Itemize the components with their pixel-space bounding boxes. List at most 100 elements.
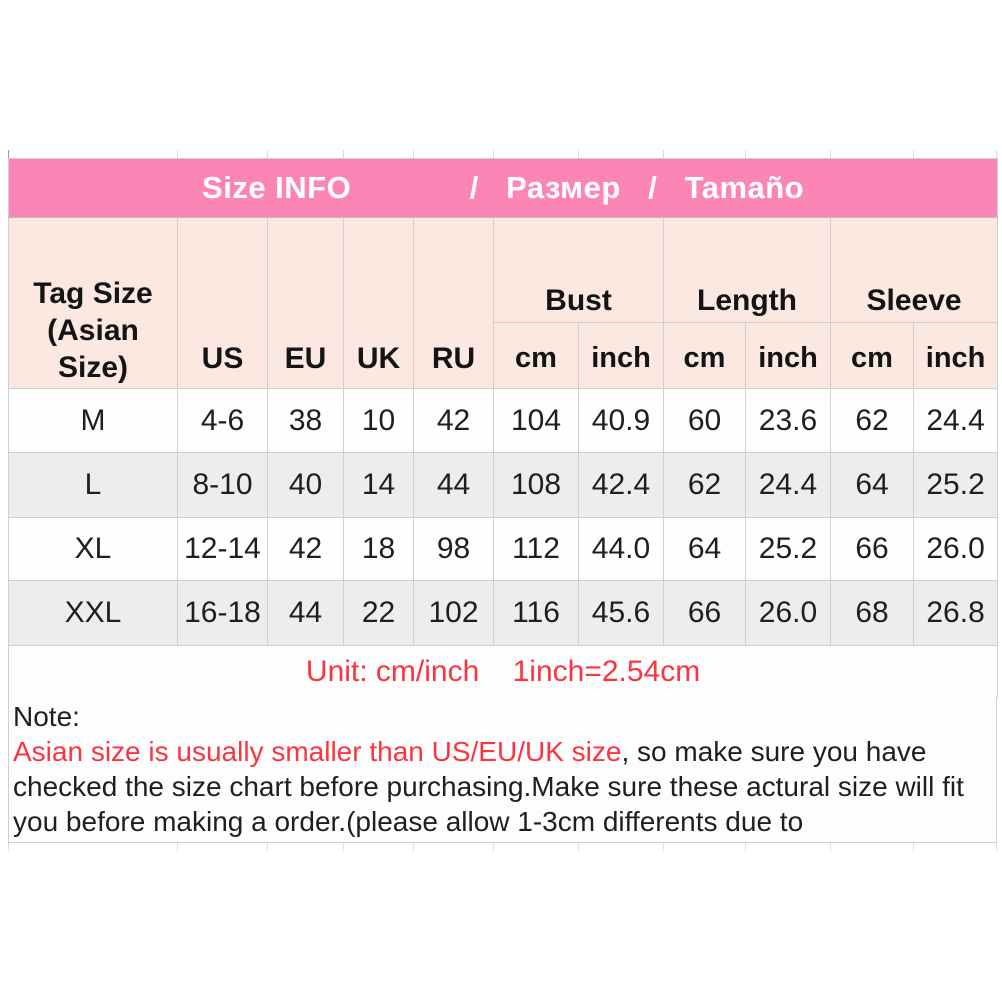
- cell-bust-inch: 42.4: [578, 452, 664, 518]
- cell-sleeve-inch: 24.4: [912, 388, 999, 453]
- header-group-row: Tag Size (Asian Size) US EU UK RU Bust L…: [8, 217, 999, 389]
- cell-sleeve-cm: 62: [830, 388, 914, 453]
- gridline-stub: [830, 843, 831, 851]
- gridline-stub: [413, 843, 414, 851]
- cell-bust-cm: 108: [493, 452, 579, 518]
- cell-us: 4-6: [177, 388, 268, 453]
- col-header-us: US: [177, 217, 268, 389]
- gridline-stub: [177, 843, 178, 851]
- col-header-ru: RU: [413, 217, 494, 389]
- table-row-m: M 4-6 38 10 42 104 40.9 60 23.6 62 24.4: [8, 388, 999, 453]
- cell-ru: 102: [413, 580, 494, 646]
- cell-ru: 44: [413, 452, 494, 518]
- header-units-row: cm inch cm inch cm inch: [9, 322, 999, 389]
- cell-sleeve-inch: 26.8: [912, 580, 999, 646]
- gridline-stub: [267, 843, 268, 851]
- cell-uk: 10: [343, 388, 414, 453]
- cell-sleeve-cm: 68: [830, 580, 914, 646]
- cell-bust-inch: 44.0: [578, 517, 664, 581]
- group-header-bust: Bust: [493, 217, 664, 323]
- cell-bust-cm: 104: [493, 388, 579, 453]
- gridline-stub: [830, 150, 831, 158]
- cell-eu: 44: [267, 580, 344, 646]
- gridline-stub: [177, 150, 178, 158]
- cell-tag-size: L: [8, 452, 178, 518]
- col-header-uk: UK: [343, 217, 414, 389]
- cell-eu: 40: [267, 452, 344, 518]
- cell-sleeve-cm: 64: [830, 452, 914, 518]
- cell-ru: 98: [413, 517, 494, 581]
- cell-sleeve-inch: 25.2: [912, 452, 999, 518]
- cell-tag-size: XL: [8, 517, 178, 581]
- cell-tag-size: M: [8, 388, 178, 453]
- gridline-stub: [8, 150, 9, 158]
- gridline-stub: [663, 843, 664, 851]
- table-row-xl: XL 12-14 42 18 98 112 44.0 64 25.2 66 26…: [8, 517, 999, 581]
- cell-tag-size: XXL: [8, 580, 178, 646]
- cell-uk: 22: [343, 580, 414, 646]
- note-paragraph: Asian size is usually smaller than US/EU…: [13, 736, 964, 837]
- cell-eu: 42: [267, 517, 344, 581]
- unit-header-sleeve-cm: cm: [830, 322, 914, 389]
- gridline-stub: [267, 150, 268, 158]
- table-row-xxl: XXL 16-18 44 22 102 116 45.6 66 26.0 68 …: [8, 580, 999, 646]
- cell-uk: 14: [343, 452, 414, 518]
- size-info-table: Size INFO / Размер / Tamaño Tag Size (As…: [7, 158, 999, 698]
- table-title: Size INFO / Размер / Tamaño: [7, 158, 999, 218]
- cell-sleeve-cm: 66: [830, 517, 914, 581]
- gridline-stub: [8, 843, 9, 851]
- cell-us: 12-14: [177, 517, 268, 581]
- table-title-row: Size INFO / Размер / Tamaño: [7, 158, 999, 218]
- unit-header-bust-cm: cm: [493, 322, 579, 389]
- gridline-stub: [578, 150, 579, 158]
- unit-header-length-inch: inch: [745, 322, 831, 389]
- cell-length-inch: 24.4: [745, 452, 831, 518]
- unit-note-row: Unit: cm/inch 1inch=2.54cm: [7, 645, 999, 698]
- unit-header-bust-inch: inch: [578, 322, 664, 389]
- unit-note: Unit: cm/inch 1inch=2.54cm: [7, 645, 999, 698]
- cell-bust-inch: 40.9: [578, 388, 664, 453]
- note-label: Note:: [13, 701, 80, 732]
- cell-length-cm: 60: [663, 388, 746, 453]
- cell-length-inch: 26.0: [745, 580, 831, 646]
- gridline-stub: [343, 150, 344, 158]
- unit-header-length-cm: cm: [663, 322, 746, 389]
- gridline-stub: [745, 150, 746, 158]
- table-row-l: L 8-10 40 14 44 108 42.4 62 24.4 64 25.2: [8, 452, 999, 518]
- col-header-eu: EU: [267, 217, 344, 389]
- gridline-stub: [413, 150, 414, 158]
- cell-length-inch: 23.6: [745, 388, 831, 453]
- cell-us: 8-10: [177, 452, 268, 518]
- cell-length-inch: 25.2: [745, 517, 831, 581]
- unit-header-sleeve-inch: inch: [912, 322, 999, 389]
- gridline-stub: [913, 843, 914, 851]
- corner-header-tag-size: Tag Size (Asian Size): [8, 217, 178, 389]
- gridline-stub: [578, 843, 579, 851]
- cell-uk: 18: [343, 517, 414, 581]
- cell-length-cm: 62: [663, 452, 746, 518]
- note-section: Note: Asian size is usually smaller than…: [8, 697, 997, 843]
- cell-bust-cm: 116: [493, 580, 579, 646]
- cell-us: 16-18: [177, 580, 268, 646]
- gridline-stub: [996, 843, 997, 851]
- group-header-sleeve: Sleeve: [829, 217, 999, 323]
- gridline-stub: [493, 150, 494, 158]
- gridline-stub: [343, 843, 344, 851]
- gridline-stub: [996, 150, 997, 158]
- cell-length-cm: 66: [663, 580, 746, 646]
- cell-bust-inch: 45.6: [578, 580, 664, 646]
- cell-bust-cm: 112: [493, 517, 579, 581]
- cell-sleeve-inch: 26.0: [912, 517, 999, 581]
- note-warning-text: Asian size is usually smaller than US/EU…: [13, 736, 622, 767]
- cell-length-cm: 64: [663, 517, 746, 581]
- cell-eu: 38: [267, 388, 344, 453]
- gridline-stub: [663, 150, 664, 158]
- cell-ru: 42: [413, 388, 494, 453]
- gridline-stub: [913, 150, 914, 158]
- note-continuation-text: , so make sure you have checked the size…: [13, 736, 964, 837]
- group-header-length: Length: [663, 217, 831, 323]
- gridline-stub: [493, 843, 494, 851]
- gridline-stub: [745, 843, 746, 851]
